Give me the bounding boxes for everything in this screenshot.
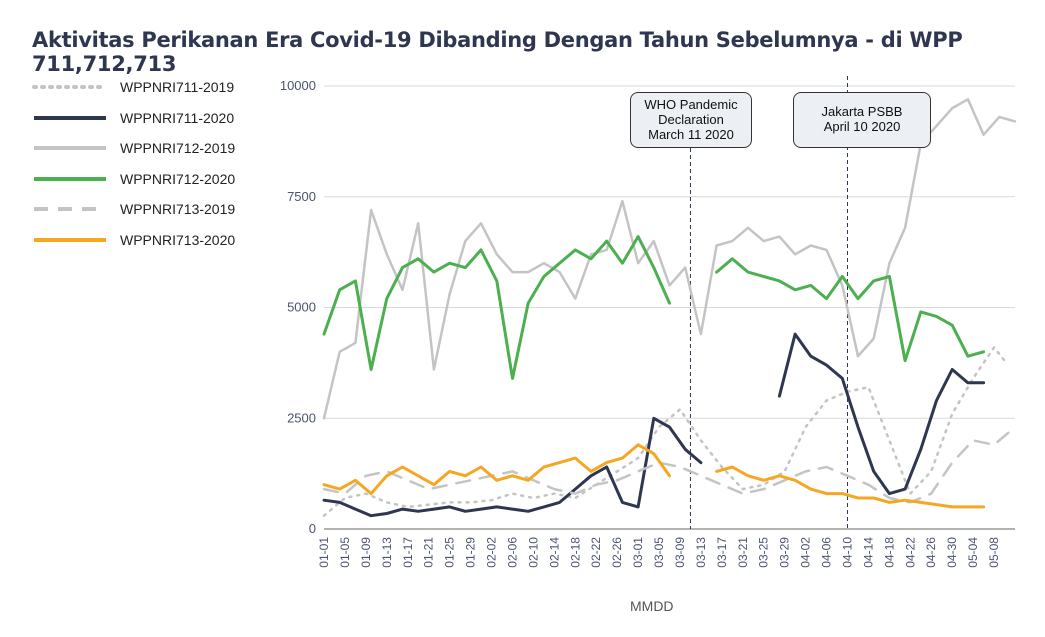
legend: WPPNRI711-2019 WPPNRI711-2020 WPPNRI712-20… xyxy=(32,72,235,255)
x-tick-label: 04-22 xyxy=(903,537,917,568)
x-tick-label: 02-14 xyxy=(547,537,561,568)
legend-item: WPPNRI713-2019 xyxy=(32,194,235,225)
chart-title: Aktivitas Perikanan Era Covid-19 Dibandi… xyxy=(32,28,963,76)
annotation-psbb-line-2: April 10 2020 xyxy=(823,119,901,134)
legend-item: WPPNRI711-2020 xyxy=(32,103,235,134)
x-tick-label: 02-06 xyxy=(505,537,519,568)
annotation-psbb-line-1: Jakarta PSBB xyxy=(821,104,903,119)
series-line-wppnri711-2019 xyxy=(322,346,1006,517)
x-tick-label: 02-18 xyxy=(568,537,582,568)
x-tick-label: 01-01 xyxy=(317,537,331,568)
y-tick-label: 7500 xyxy=(287,189,316,204)
x-tick-label: 03-29 xyxy=(778,537,792,568)
annotation-who: WHO Pandemic Declaration March 11 2020 xyxy=(630,92,752,148)
x-tick-label: 04-18 xyxy=(882,537,896,568)
x-tick-label: 02-10 xyxy=(526,537,540,568)
x-tick-label: 03-13 xyxy=(694,537,708,568)
x-tick-label: 03-09 xyxy=(673,537,687,568)
legend-swatch xyxy=(34,176,106,181)
legend-label: WPPNRI712-2020 xyxy=(120,170,236,187)
x-tick-label: 04-06 xyxy=(820,537,834,568)
x-axis-label: MMDD xyxy=(630,598,674,614)
series-line-wppnri712-2019 xyxy=(322,98,1017,420)
x-tick-label: 05-04 xyxy=(966,537,980,568)
x-tick-label: 03-25 xyxy=(757,537,771,568)
legend-swatch xyxy=(34,237,106,242)
legend-item: WPPNRI712-2019 xyxy=(32,133,235,164)
x-tick-label: 03-21 xyxy=(736,537,750,568)
x-tick-label: 04-26 xyxy=(924,537,938,568)
x-tick-label: 01-17 xyxy=(401,537,415,568)
annotation-psbb: Jakarta PSBB April 10 2020 xyxy=(793,92,931,148)
legend-swatch xyxy=(32,85,108,90)
y-tick-label: 5000 xyxy=(287,300,316,315)
x-tick-label: 03-01 xyxy=(631,537,645,568)
x-tick-label: 04-30 xyxy=(945,537,959,568)
annotation-who-line-1: WHO Pandemic xyxy=(644,97,738,112)
legend-item: WPPNRI711-2019 xyxy=(32,72,235,103)
x-tick-label: 04-14 xyxy=(861,537,875,568)
x-tick-label: 01-13 xyxy=(380,537,394,568)
legend-label: WPPNRI713-2019 xyxy=(120,201,236,218)
x-tick-label: 01-29 xyxy=(464,537,478,568)
legend-item: WPPNRI712-2020 xyxy=(32,164,235,195)
x-tick-label: 01-05 xyxy=(338,537,352,568)
legend-item: WPPNRI713-2020 xyxy=(32,225,235,256)
legend-label: WPPNRI711-2019 xyxy=(120,79,235,96)
legend-swatch xyxy=(34,115,106,120)
series-line-wppnri712-2020 xyxy=(322,235,986,380)
x-tick-label: 02-26 xyxy=(610,537,624,568)
series-line-wppnri713-2020 xyxy=(322,443,986,509)
x-tick-label: 03-17 xyxy=(715,537,729,568)
x-tick-label: 04-02 xyxy=(799,537,813,568)
legend-swatch xyxy=(34,207,106,212)
series-line-wppnri711-2020 xyxy=(322,332,986,518)
x-tick-label: 04-10 xyxy=(840,537,854,568)
legend-label: WPPNRI713-2020 xyxy=(120,231,236,248)
legend-label: WPPNRI712-2019 xyxy=(120,140,236,157)
x-tick-label: 01-21 xyxy=(422,537,436,568)
x-tick-label: 05-08 xyxy=(987,537,1001,568)
annotation-who-line-3: March 11 2020 xyxy=(648,127,734,142)
annotation-who-line-2: Declaration xyxy=(658,112,724,127)
y-tick-label: 10000 xyxy=(280,78,316,93)
y-tick-label: 0 xyxy=(309,521,316,536)
x-tick-label: 02-22 xyxy=(589,537,603,568)
x-tick-label: 01-25 xyxy=(443,537,457,568)
x-tick-label: 02-02 xyxy=(485,537,499,568)
legend-swatch xyxy=(34,146,106,151)
x-tick-label: 03-05 xyxy=(652,537,666,568)
y-tick-label: 2500 xyxy=(287,410,316,425)
series-line-wppnri713-2019 xyxy=(322,425,1017,504)
legend-label: WPPNRI711-2020 xyxy=(120,109,235,126)
x-tick-label: 01-09 xyxy=(359,537,373,568)
